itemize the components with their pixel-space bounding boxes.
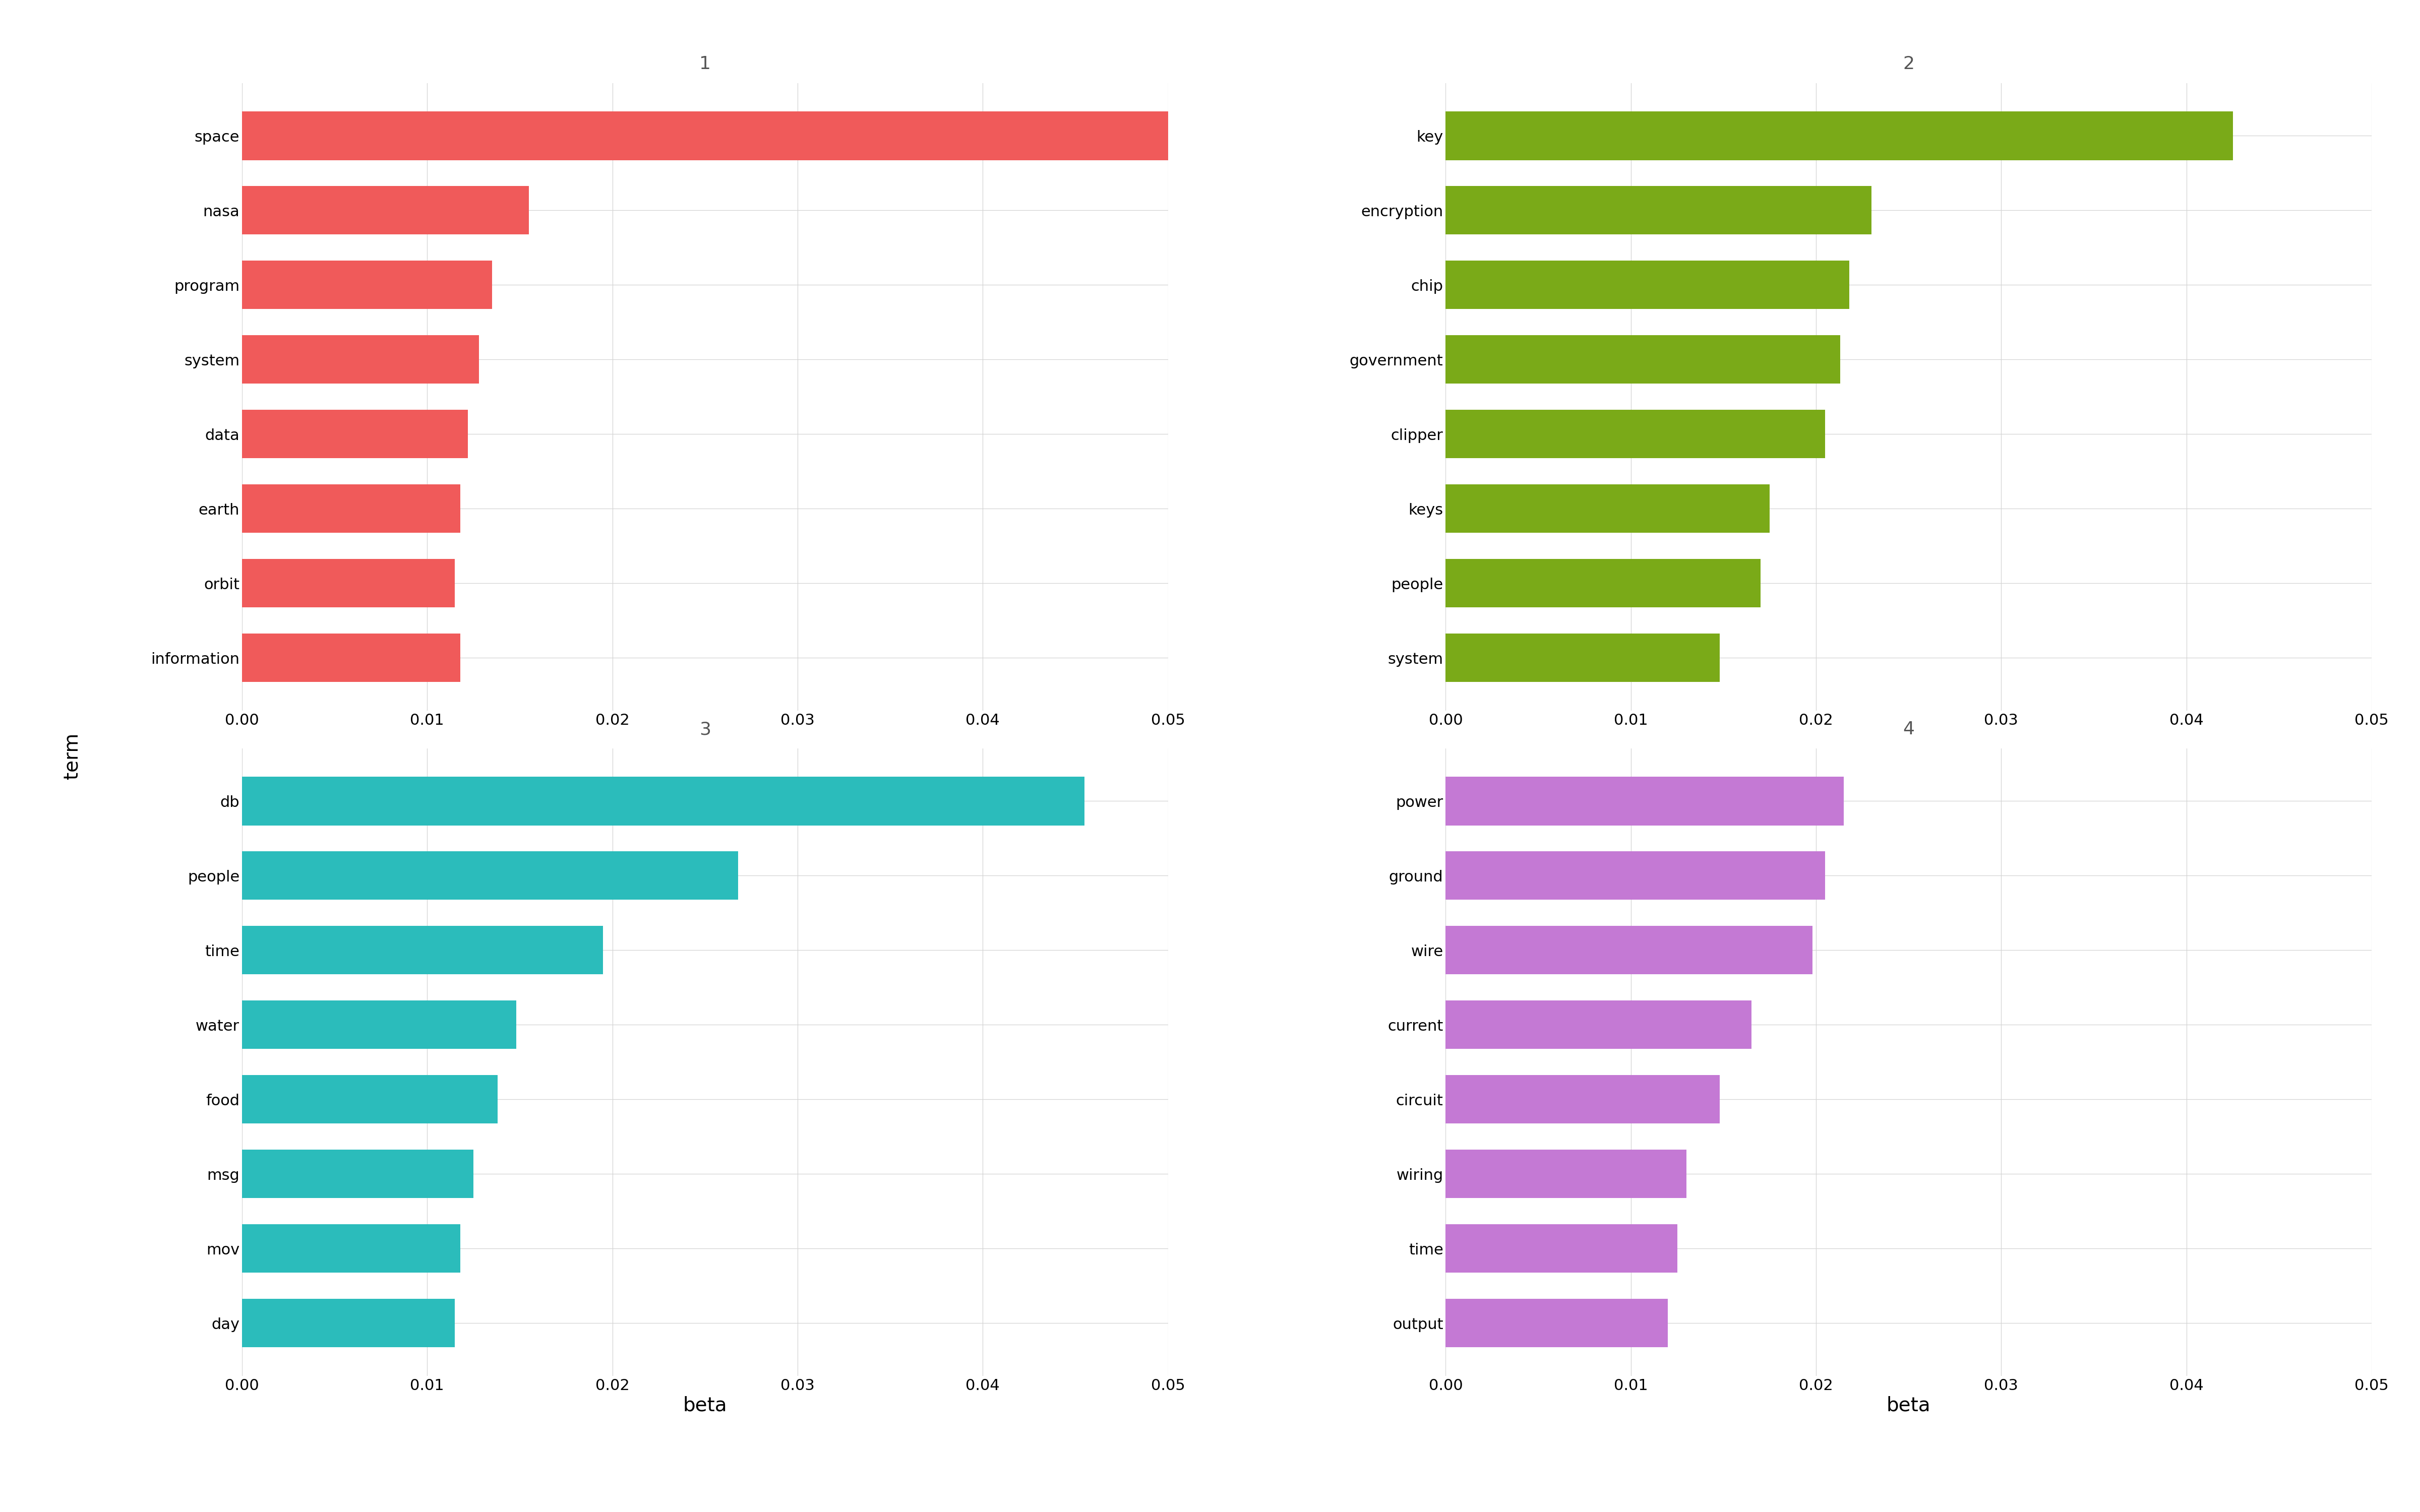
Bar	[1445, 925, 1813, 974]
Bar	[1445, 559, 1759, 608]
Text: 1: 1	[699, 56, 711, 73]
X-axis label: beta: beta	[682, 1396, 726, 1415]
Bar	[242, 1001, 515, 1049]
Bar	[1445, 484, 1769, 532]
Bar	[1445, 260, 1849, 308]
Bar	[1445, 1149, 1687, 1198]
Text: term: term	[63, 733, 82, 779]
Text: 4: 4	[1902, 721, 1914, 738]
Bar	[242, 484, 460, 532]
Bar	[242, 559, 455, 608]
Bar	[242, 1299, 455, 1347]
Bar	[1445, 1225, 1677, 1273]
Bar	[242, 186, 530, 234]
Bar	[242, 925, 603, 974]
Bar	[242, 634, 460, 682]
Bar	[242, 336, 479, 384]
Bar	[1445, 777, 1844, 826]
Bar	[242, 1225, 460, 1273]
Bar	[242, 777, 1084, 826]
Bar	[1445, 410, 1825, 458]
Bar	[1445, 634, 1721, 682]
Bar	[1445, 336, 1839, 384]
Bar	[242, 1149, 474, 1198]
Bar	[242, 260, 491, 308]
Bar	[1445, 851, 1825, 900]
Bar	[242, 410, 467, 458]
Bar	[242, 851, 738, 900]
Bar	[242, 1075, 499, 1123]
Text: 3: 3	[699, 721, 711, 738]
Bar	[1445, 1001, 1752, 1049]
Bar	[1445, 186, 1871, 234]
Bar	[1445, 1299, 1667, 1347]
Bar	[1445, 1075, 1721, 1123]
X-axis label: beta: beta	[1888, 1396, 1931, 1415]
Bar	[1445, 112, 2234, 160]
Bar	[242, 112, 1181, 160]
Text: 2: 2	[1902, 56, 1914, 73]
